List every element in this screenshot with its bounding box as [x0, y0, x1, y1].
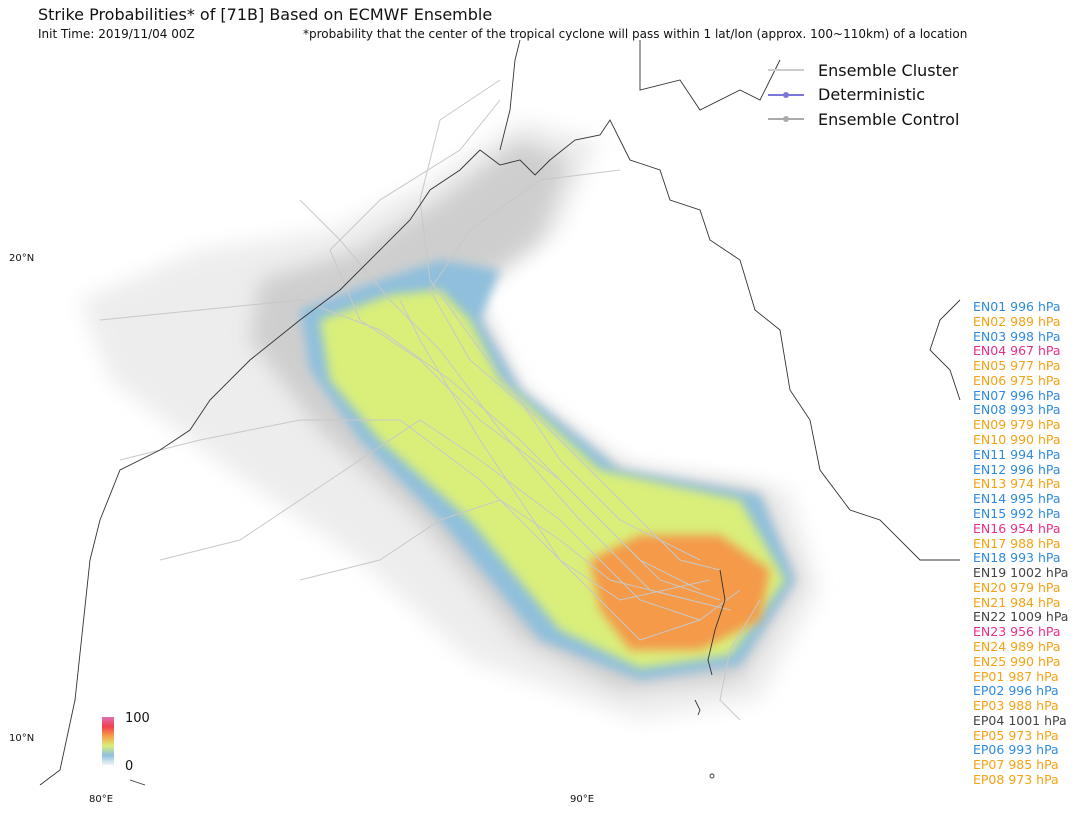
legend-swatch: [768, 116, 804, 123]
member-label: EN23 956 hPa: [973, 624, 1061, 640]
member-label: EN04 967 hPa: [973, 343, 1061, 359]
member-label: EN24 989 hPa: [973, 638, 1061, 654]
lat-label: 10°N: [9, 733, 35, 744]
probability-shading: [80, 120, 820, 720]
member-label: EN03 998 hPa: [973, 328, 1061, 344]
init-time: Init Time: 2019/11/04 00Z: [38, 27, 195, 41]
member-label: EN05 977 hPa: [973, 358, 1061, 374]
member-label: EN22 1009 hPa: [973, 609, 1069, 625]
lat-label: 20°N: [9, 253, 35, 264]
member-label: EN18 993 hPa: [973, 550, 1061, 566]
member-label: EN07 996 hPa: [973, 387, 1061, 403]
ensemble-tracks: [99, 79, 761, 721]
legend-label: Deterministic: [818, 85, 926, 105]
member-label: EN02 989 hPa: [973, 313, 1061, 329]
member-label: EP03 988 hPa: [973, 698, 1059, 714]
legend-item: Deterministic: [768, 83, 959, 108]
member-label: EP06 993 hPa: [973, 742, 1059, 758]
footnote: *probability that the center of the trop…: [303, 27, 968, 41]
member-label: EN12 996 hPa: [973, 461, 1061, 477]
title: Strike Probabilities* of [71B] Based on …: [38, 5, 493, 24]
member-label: EP07 985 hPa: [973, 757, 1059, 773]
member-label: EN06 975 hPa: [973, 372, 1061, 388]
member-label: EN10 990 hPa: [973, 432, 1061, 448]
colorbar: [102, 717, 114, 765]
member-list: EN01 996 hPa EN02 989 hPa EN03 998 hPa EN04…: [973, 299, 1069, 788]
legend-item: Ensemble Control: [768, 107, 959, 132]
legend-swatch: [768, 91, 804, 98]
colorbar-min: 0: [125, 759, 134, 774]
member-label: EN17 988 hPa: [973, 535, 1061, 551]
colorbar-max: 100: [125, 711, 150, 726]
lon-label: 90°E: [570, 794, 595, 805]
legend-marker: [783, 91, 789, 98]
member-label: EN11 994 hPa: [973, 446, 1061, 462]
member-label: EN15 992 hPa: [973, 505, 1061, 521]
member-label: EN25 990 hPa: [973, 653, 1061, 669]
legend-item: Ensemble Cluster: [768, 58, 959, 83]
legend-swatch: [768, 69, 804, 72]
member-label: EP01 987 hPa: [973, 668, 1059, 684]
member-label: EN16 954 hPa: [973, 520, 1061, 536]
legend-label: Ensemble Control: [818, 109, 960, 129]
legend-label: Ensemble Cluster: [818, 60, 959, 80]
legend: Ensemble Cluster Deterministic Ensemble Co…: [768, 58, 959, 132]
member-label: EP05 973 hPa: [973, 727, 1059, 743]
member-label: EN08 993 hPa: [973, 402, 1061, 418]
member-label: EN01 996 hPa: [973, 299, 1061, 314]
member-label: EN20 979 hPa: [973, 579, 1061, 595]
member-label: EP02 996 hPa: [973, 683, 1059, 699]
legend-marker: [783, 116, 789, 123]
member-label: EN09 979 hPa: [973, 417, 1061, 433]
member-label: EN19 1002 hPa: [973, 565, 1069, 581]
lon-label: 80°E: [89, 794, 114, 805]
member-label: EP04 1001 hPa: [973, 712, 1067, 728]
coastline: [39, 39, 961, 786]
member-label: EN14 995 hPa: [973, 491, 1061, 507]
member-label: EN13 974 hPa: [973, 476, 1061, 492]
member-label: EP08 973 hPa: [973, 772, 1059, 787]
member-label: EN21 984 hPa: [973, 594, 1061, 610]
